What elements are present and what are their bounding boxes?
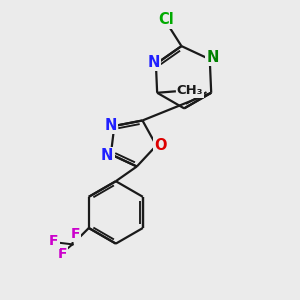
Text: N: N (101, 148, 113, 163)
Text: F: F (71, 227, 80, 241)
Text: N: N (105, 118, 117, 133)
Text: O: O (154, 138, 167, 153)
Text: F: F (58, 247, 68, 261)
Text: F: F (49, 233, 58, 248)
Text: N: N (147, 55, 160, 70)
Text: N: N (206, 50, 219, 65)
Text: CH₃: CH₃ (177, 84, 203, 97)
Text: Cl: Cl (158, 12, 174, 27)
